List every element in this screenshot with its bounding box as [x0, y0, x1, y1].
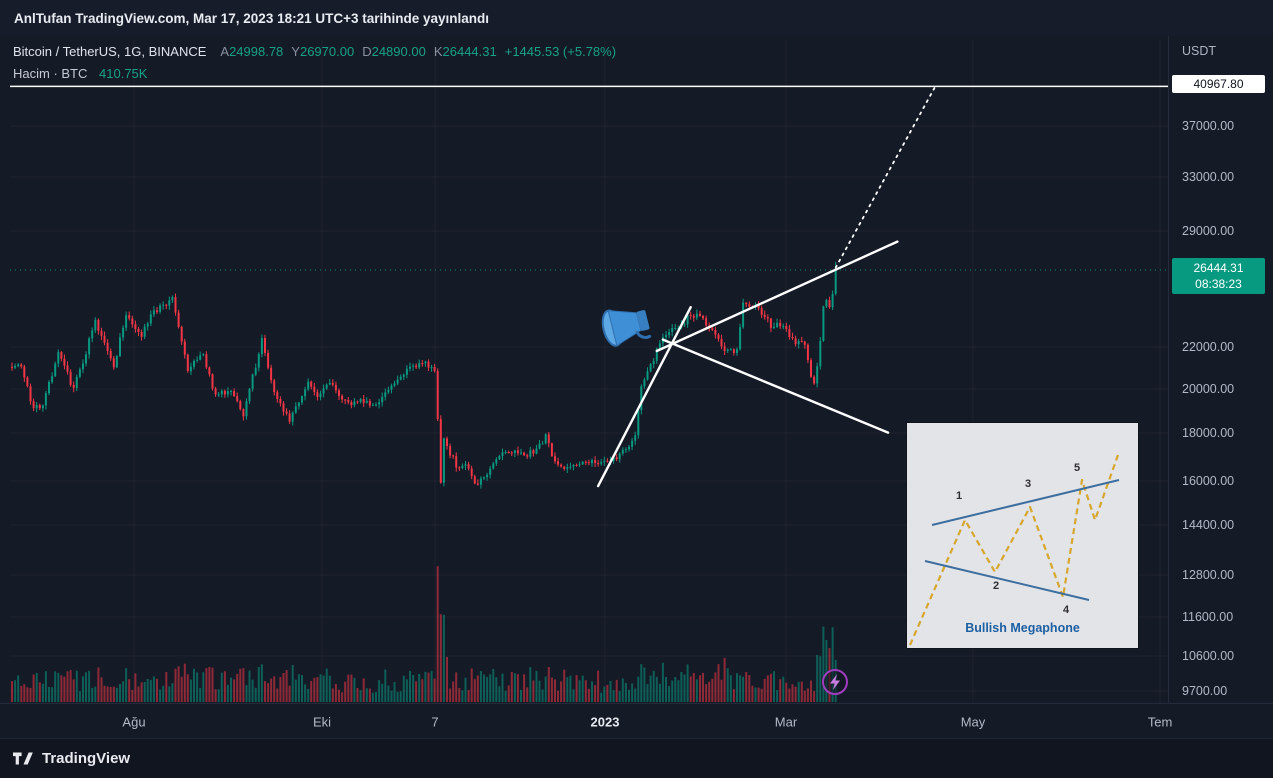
- wave-label: 1: [956, 490, 962, 502]
- lightning-badge-icon[interactable]: [822, 669, 848, 695]
- time-axis[interactable]: Ağu Eki 7 2023 Mar May Tem: [0, 703, 1273, 739]
- price-axis-label: 18000.00: [1182, 426, 1235, 440]
- time-axis-label: Mar: [774, 714, 798, 729]
- megaphone-icon[interactable]: [599, 302, 652, 348]
- price-axis-label: 37000.00: [1182, 119, 1235, 133]
- candles: [11, 261, 837, 489]
- wave-label: 3: [1025, 478, 1031, 490]
- current-price-label: 26444.31 08:38:23: [1172, 258, 1265, 294]
- change-value: +1445.53 (+5.78%): [504, 44, 617, 59]
- price-axis-label: 10600.00: [1182, 649, 1235, 663]
- ohlc-value: 26444.31: [442, 44, 497, 59]
- price-axis-label: 16000.00: [1182, 474, 1235, 488]
- time-axis-label: May: [960, 714, 986, 729]
- ohlc-value: 24998.78: [229, 44, 284, 59]
- price-axis-label: 20000.00: [1182, 382, 1235, 396]
- ohlc-letter: D: [362, 44, 372, 59]
- ohlc-value: 26970.00: [299, 44, 355, 59]
- time-axis-label: Tem: [1147, 714, 1173, 729]
- ohlc-letter: K: [433, 44, 443, 59]
- wave-label: 2: [993, 580, 999, 592]
- bar-countdown: 08:38:23: [1195, 277, 1242, 291]
- ohlc-letter: Y: [291, 44, 300, 59]
- price-axis-label: 12800.00: [1182, 568, 1235, 582]
- ohlc-letter: A: [220, 44, 230, 59]
- current-price-value: 26444.31: [1193, 261, 1244, 275]
- chart-legend[interactable]: Bitcoin / TetherUS, 1G, BINANCE A24998.7…: [13, 44, 616, 81]
- attribution-bar: AnlTufan TradingView.com, Mar 17, 2023 1…: [0, 0, 1273, 36]
- volume-indicator-label[interactable]: Hacim · BTC: [13, 66, 88, 81]
- price-axis-label: 22000.00: [1182, 340, 1235, 354]
- time-axis-label: Ağu: [122, 714, 146, 729]
- price-axis-label: 29000.00: [1182, 224, 1235, 238]
- price-axis[interactable]: USDT 40967.80 26444.31 08:38:23 37000.00…: [1168, 36, 1273, 703]
- schematic-upper-trendline: [931, 479, 1120, 526]
- tradingview-logo-icon[interactable]: [13, 751, 34, 766]
- footer-bar: TradingView: [0, 738, 1273, 778]
- symbol-title[interactable]: Bitcoin / TetherUS, 1G, BINANCE: [13, 44, 207, 59]
- ohlc-value: 24890.00: [371, 44, 426, 59]
- price-axis-label: 33000.00: [1182, 170, 1235, 184]
- time-axis-label: 2023: [590, 714, 620, 729]
- time-axis-label: 7: [431, 714, 439, 729]
- price-axis-label: 11600.00: [1182, 610, 1234, 624]
- trend-line-megaphone-lower[interactable]: [661, 338, 890, 434]
- time-axis-label: Eki: [312, 714, 332, 729]
- brand-name[interactable]: TradingView: [42, 750, 131, 767]
- price-axis-unit: USDT: [1182, 44, 1217, 58]
- pattern-inset-image: 1 2 3 4 5 Bullish Megaphone: [907, 423, 1138, 648]
- price-chart-canvas[interactable]: [0, 0, 1273, 703]
- ohlc-values: A24998.78 Y26970.00 D24890.00 K26444.31: [220, 44, 504, 59]
- trend-line-projection[interactable]: [834, 87, 936, 269]
- volume-bars: [11, 566, 837, 702]
- trend-line-megaphone-upper[interactable]: [655, 240, 899, 353]
- price-axis-label: 14400.00: [1182, 518, 1235, 532]
- level-price-label: 40967.80: [1172, 75, 1265, 93]
- attribution-text: AnlTufan TradingView.com, Mar 17, 2023 1…: [14, 10, 490, 26]
- wave-label: 4: [1063, 604, 1070, 616]
- schematic-zigzag: [908, 454, 1120, 646]
- trend-line-rally-support[interactable]: [596, 306, 692, 488]
- schematic-lower-trendline: [924, 560, 1090, 601]
- wave-label: 5: [1074, 462, 1080, 474]
- price-axis-label: 9700.00: [1182, 684, 1228, 698]
- pattern-caption: Bullish Megaphone: [965, 621, 1080, 635]
- volume-value: 410.75K: [99, 66, 148, 81]
